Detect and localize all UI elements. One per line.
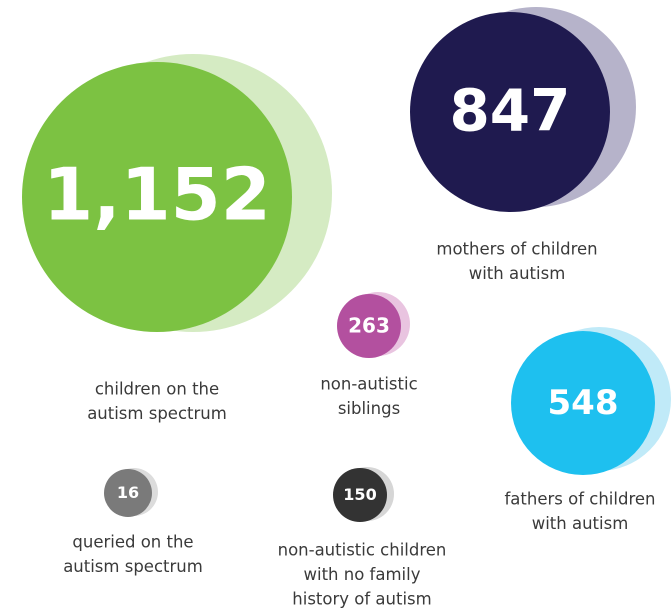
bubble-value: 548 [548, 383, 619, 423]
bubble-value: 16 [117, 483, 139, 502]
bubble-label: history of autism [292, 590, 431, 609]
bubble-label: non-autistic [320, 375, 417, 394]
bubble-label: children on the [95, 380, 219, 399]
bubble-label: non-autistic children [278, 541, 447, 560]
bubble-label: autism spectrum [63, 557, 203, 576]
bubble-value: 847 [449, 76, 570, 144]
bubble-label: mothers of children [436, 240, 597, 259]
bubble [511, 331, 655, 475]
bubble [22, 62, 292, 332]
bubble [410, 12, 610, 212]
bubble-value: 263 [348, 313, 390, 337]
bubble-label: with autism [532, 514, 629, 533]
bubble-label: queried on the [72, 533, 193, 552]
bubble-label: with autism [469, 264, 566, 283]
bubble [337, 294, 401, 358]
bubble-value: 1,152 [43, 152, 271, 236]
bubble-label: siblings [338, 399, 400, 418]
bubble-label: with no family [304, 565, 421, 584]
bubble-label: autism spectrum [87, 404, 227, 423]
bubble [333, 468, 387, 522]
bubble [104, 469, 152, 517]
bubble-label: fathers of children [505, 490, 656, 509]
bubble-value: 150 [343, 485, 376, 504]
